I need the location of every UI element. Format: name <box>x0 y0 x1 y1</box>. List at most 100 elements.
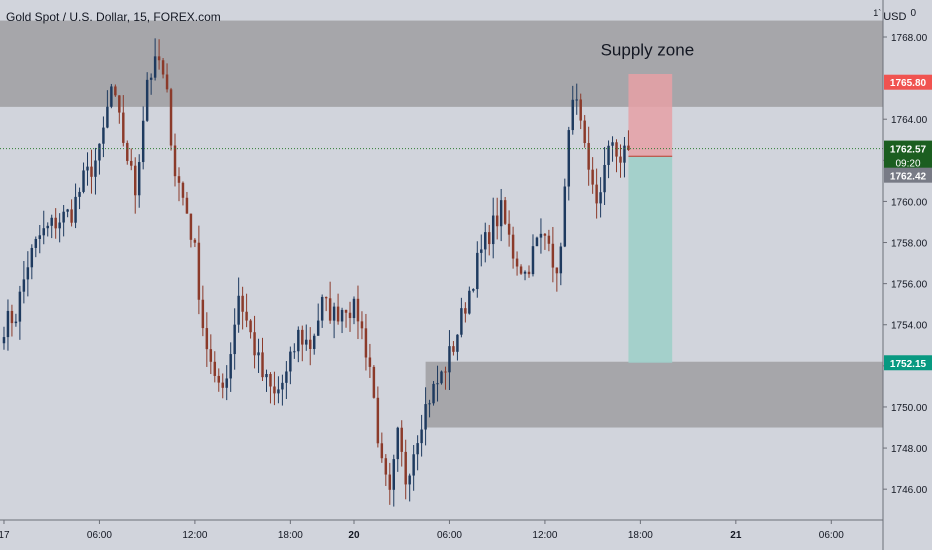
candle <box>456 334 459 361</box>
x-tick-label: 06:00 <box>437 530 462 541</box>
x-tick-label: 06:00 <box>819 530 844 541</box>
candle-body <box>70 209 73 223</box>
candle-body <box>205 328 209 350</box>
candle-body <box>193 239 197 243</box>
price-label-target-bg <box>884 355 932 371</box>
candle-body <box>571 99 574 131</box>
candle-body <box>555 267 559 274</box>
candle <box>134 157 137 214</box>
candle-body <box>102 127 105 144</box>
candle <box>6 299 10 351</box>
y-tick-label: 1748.00 <box>891 444 928 455</box>
candle <box>118 95 121 124</box>
candle <box>555 267 559 292</box>
candle-body <box>126 142 129 161</box>
take-profit-area[interactable] <box>628 156 673 363</box>
candle-body <box>297 329 300 352</box>
candle-body <box>595 184 598 204</box>
candle-body <box>257 352 260 356</box>
candle <box>344 309 348 328</box>
candle <box>165 63 169 93</box>
candle-body <box>66 209 69 212</box>
candle <box>499 188 503 242</box>
candle-body <box>531 246 535 275</box>
candle <box>22 261 26 304</box>
x-tick-label: 18:00 <box>628 530 653 541</box>
candle-body <box>74 196 77 223</box>
candle <box>356 285 360 340</box>
candle-body <box>456 334 459 352</box>
candle-body <box>118 95 121 113</box>
candle-body <box>587 143 590 170</box>
candle-body <box>627 145 630 151</box>
candle <box>460 297 463 338</box>
price-label-last: 1762.57 <box>890 145 927 156</box>
candle-body <box>551 243 555 268</box>
candle <box>74 183 77 229</box>
candle-body <box>289 351 292 372</box>
candle <box>86 152 89 186</box>
candle <box>408 473 411 502</box>
candle-body <box>277 389 280 394</box>
price-label-prev-bg <box>884 167 932 183</box>
candle-body <box>98 143 101 161</box>
candle-body <box>301 329 304 345</box>
candle <box>336 293 340 325</box>
candle <box>368 343 372 378</box>
candle <box>233 308 236 370</box>
y-tick-label: 1760.00 <box>891 197 928 208</box>
candle-body <box>233 324 236 355</box>
candle-body <box>412 454 415 476</box>
y-tick-label: 1764.00 <box>891 115 928 126</box>
candle-body <box>468 290 471 314</box>
candle <box>432 381 435 406</box>
candle-body <box>249 320 252 333</box>
candle <box>623 136 626 178</box>
candle <box>289 346 292 385</box>
candle-body <box>305 339 308 345</box>
candle-body <box>563 186 567 247</box>
candle <box>404 439 407 500</box>
candle-body <box>384 458 388 475</box>
candle-body <box>153 56 157 78</box>
candle-body <box>392 459 396 490</box>
candle-body <box>380 443 384 459</box>
candle-body <box>241 295 244 312</box>
candle <box>173 133 177 187</box>
x-tick-label: 12:00 <box>532 530 557 541</box>
candle-body <box>209 349 213 362</box>
candle <box>484 222 487 263</box>
candle <box>241 286 244 330</box>
candle-body <box>217 375 220 383</box>
candle-body <box>169 89 173 146</box>
candle <box>38 224 42 254</box>
candle-body <box>543 233 547 236</box>
candle <box>480 234 483 267</box>
candle-body <box>591 169 594 185</box>
candle <box>491 197 495 259</box>
candle <box>352 296 356 325</box>
candle <box>50 214 53 239</box>
candle-body <box>38 235 42 239</box>
candle <box>62 205 65 237</box>
candle <box>476 241 479 298</box>
candle-body <box>487 232 491 245</box>
candle-body <box>197 242 201 300</box>
candle-body <box>269 374 272 387</box>
candle <box>519 264 523 275</box>
candle <box>10 304 14 337</box>
candle <box>209 334 213 375</box>
candle-body <box>161 60 165 75</box>
candle <box>587 126 590 186</box>
candle <box>316 303 320 336</box>
candle <box>348 301 352 332</box>
candle-body <box>145 79 149 121</box>
candle <box>531 234 535 277</box>
currency-label[interactable]: 1` USD 0 <box>873 8 916 23</box>
chart-title: Gold Spot / U.S. Dollar, 15, FOREX.com <box>6 10 221 24</box>
candle <box>305 324 308 351</box>
stop-loss-area[interactable] <box>628 73 673 157</box>
candle <box>217 368 220 392</box>
